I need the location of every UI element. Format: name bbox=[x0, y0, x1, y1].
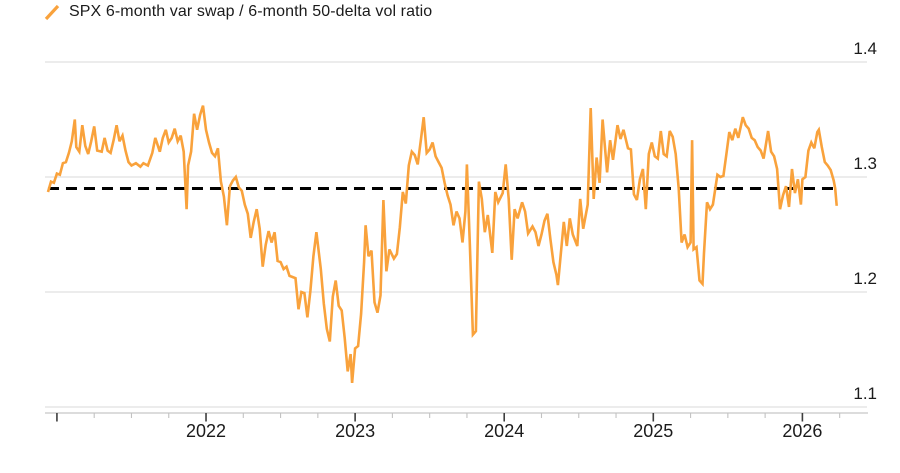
y-tick-label: 1.1 bbox=[853, 384, 877, 403]
x-tick-label: 2025 bbox=[633, 421, 673, 441]
legend-label: SPX 6-month var swap / 6-month 50-delta … bbox=[69, 3, 433, 20]
x-tick-label: 2022 bbox=[186, 421, 226, 441]
x-tick-label: 2026 bbox=[782, 421, 822, 441]
series-line bbox=[46, 105, 838, 384]
y-tick-label: 1.4 bbox=[853, 39, 877, 58]
y-tick-label: 1.2 bbox=[853, 269, 877, 288]
legend: SPX 6-month var swap / 6-month 50-delta … bbox=[44, 3, 432, 21]
slash-icon bbox=[44, 4, 60, 21]
x-tick-label: 2024 bbox=[484, 421, 524, 441]
y-tick-label: 1.3 bbox=[853, 154, 877, 173]
x-tick-label: 2023 bbox=[335, 421, 375, 441]
